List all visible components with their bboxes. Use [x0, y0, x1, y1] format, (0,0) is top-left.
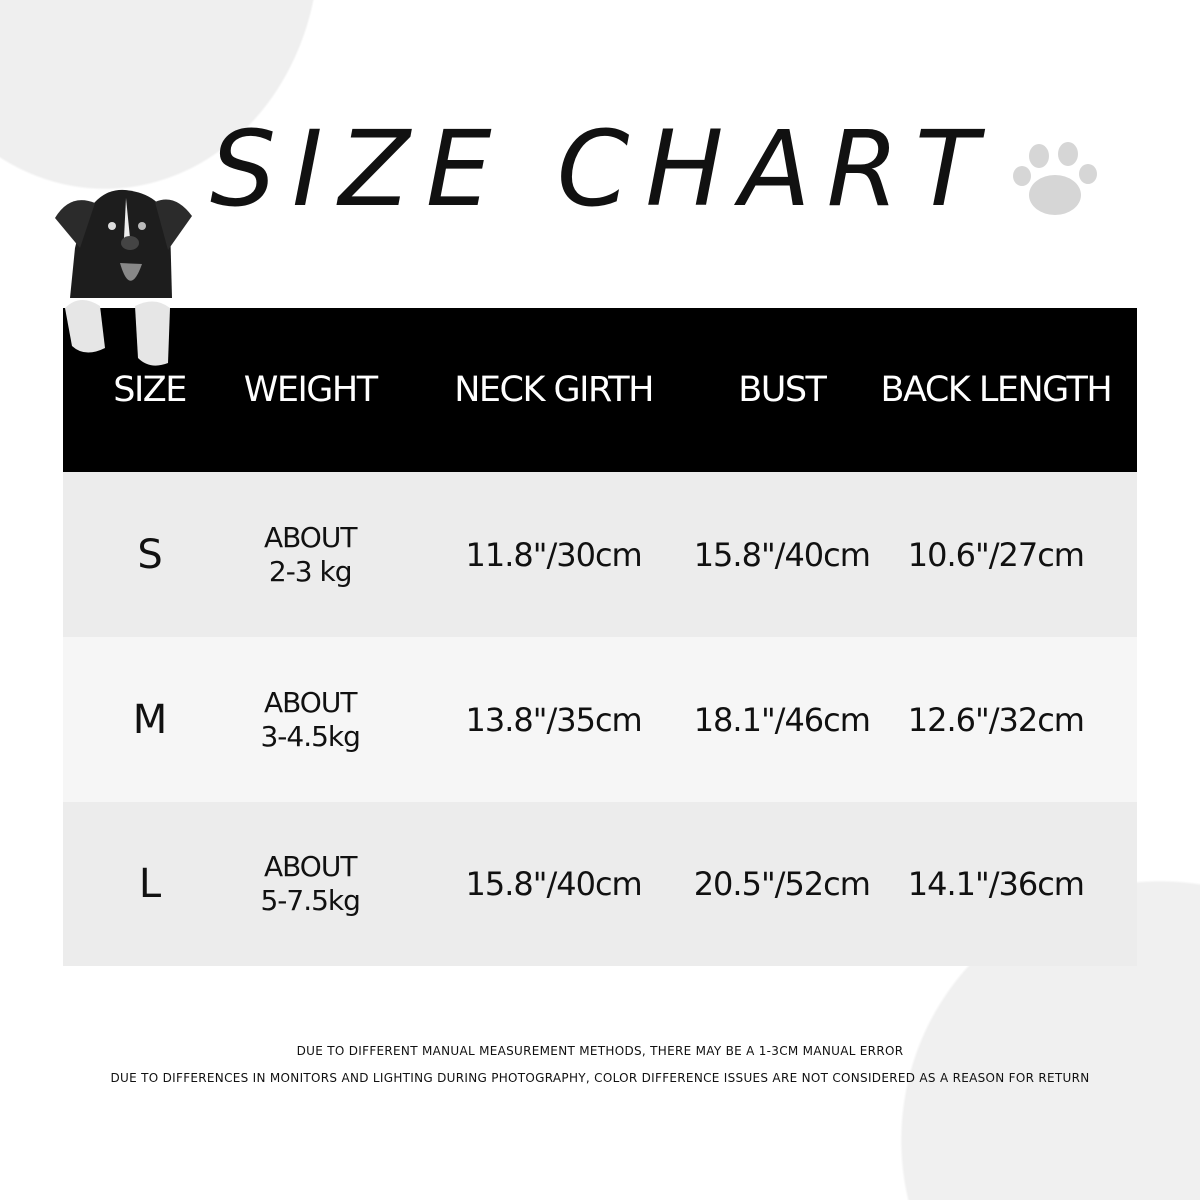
note-color: DUE TO DIFFERENCES IN MONITORS AND LIGHT… [110, 1071, 1090, 1085]
header-back-length: BACK LENGTH [880, 370, 1112, 410]
weight-cell: ABOUT 5-7.5kg [152, 850, 468, 918]
header-weight: WEIGHT [243, 370, 378, 410]
size-cell: M [132, 696, 168, 743]
neck-cell: 13.8"/35cm [465, 700, 642, 739]
weight-label: ABOUT [263, 850, 358, 883]
dog-photo [55, 189, 192, 366]
back-cell: 10.6"/27cm [907, 535, 1085, 574]
header-bust: BUST [738, 370, 827, 410]
weight-cell: ABOUT 2-3 kg [152, 521, 468, 589]
table-header-row: SIZE WEIGHT NECK GIRTH BUST BACK LENGTH [63, 308, 1137, 472]
size-cell: L [138, 861, 161, 907]
back-cell: 12.6"/32cm [907, 700, 1085, 739]
header-neck-girth: NECK GIRTH [454, 370, 654, 410]
table-row: S ABOUT 2-3 kg 11.8"/30cm 15.8"/40cm 10.6… [63, 472, 1137, 637]
size-table: SIZE WEIGHT NECK GIRTH BUST BACK LENGTH … [63, 308, 1137, 966]
neck-cell: 11.8"/30cm [465, 535, 642, 574]
bust-cell: 20.5"/52cm [693, 865, 871, 903]
bust-cell: 15.8"/40cm [693, 535, 871, 574]
table-row: M ABOUT 3-4.5kg 13.8"/35cm 18.1"/46cm 12.… [63, 637, 1137, 802]
neck-cell: 15.8"/40cm [465, 865, 642, 903]
table-row: L ABOUT 5-7.5kg 15.8"/40cm 20.5"/52cm 14.… [63, 802, 1137, 966]
weight-label: ABOUT [263, 685, 358, 719]
back-cell: 14.1"/36cm [907, 865, 1085, 903]
page-title: SIZE CHART [210, 108, 995, 230]
weight-value: 5-7.5kg [260, 884, 360, 917]
weight-value: 3-4.5kg [260, 719, 360, 753]
header-size: SIZE [113, 370, 187, 410]
bust-cell: 18.1"/46cm [693, 700, 871, 739]
note-measurement: DUE TO DIFFERENT MANUAL MEASUREMENT METH… [296, 1044, 904, 1058]
size-cell: S [137, 531, 162, 578]
weight-label: ABOUT [263, 520, 358, 554]
paw-icon [1013, 142, 1097, 215]
weight-cell: ABOUT 3-4.5kg [152, 686, 468, 754]
weight-value: 2-3 kg [268, 554, 353, 588]
